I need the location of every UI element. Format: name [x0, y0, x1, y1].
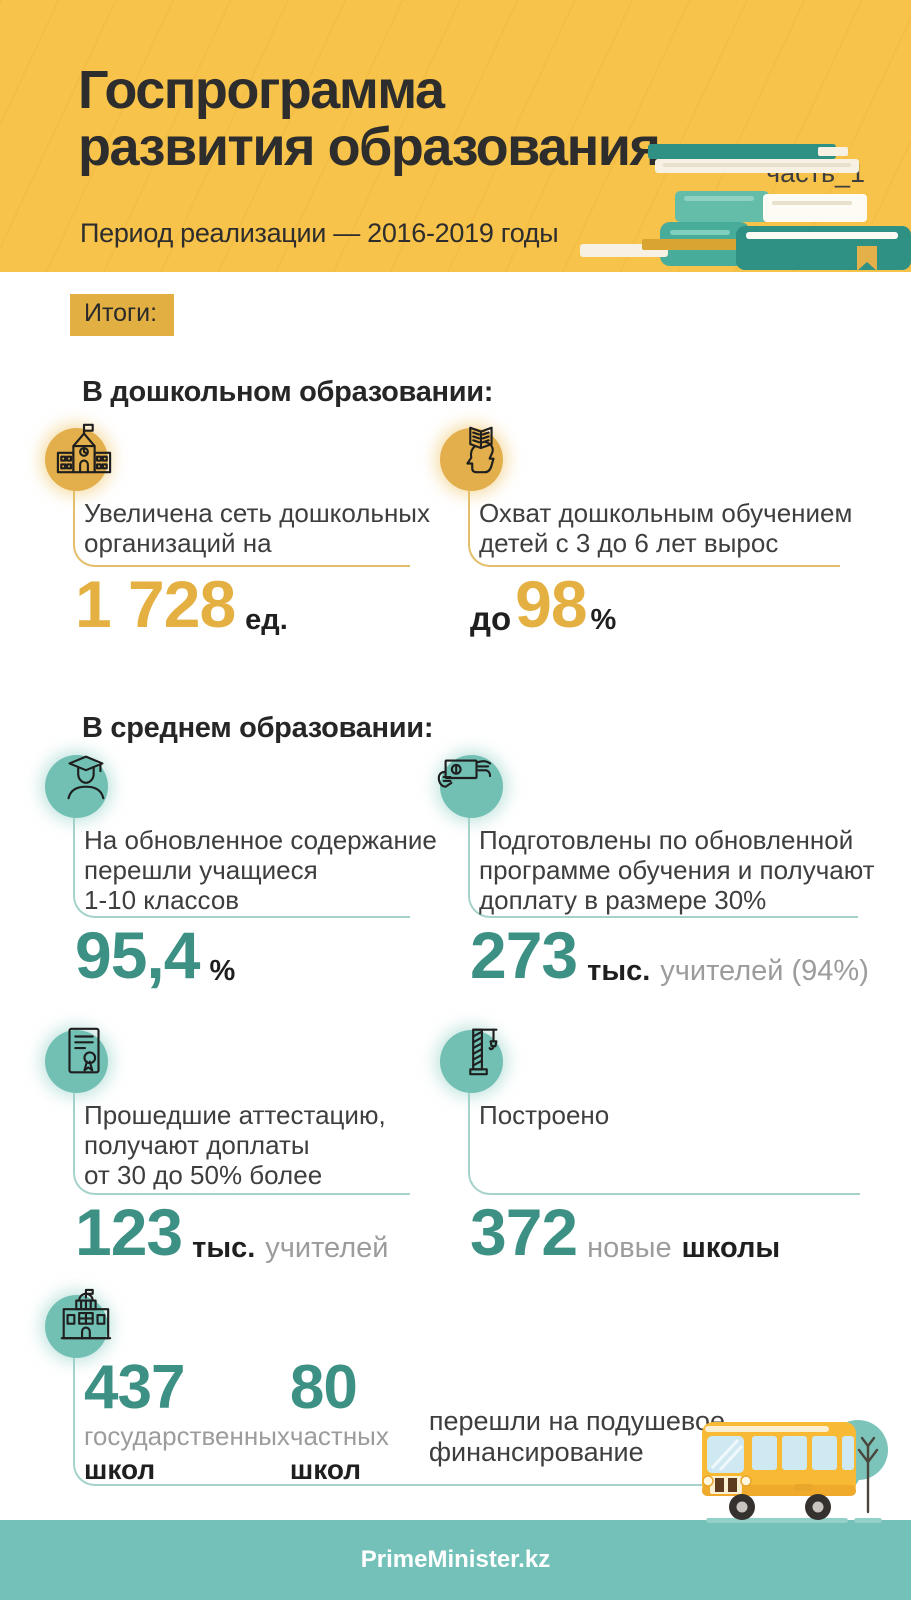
stat-unit: школы: [681, 1231, 781, 1264]
page-title: Госпрограмма развития образования: [78, 60, 661, 178]
stat-description: На обновленное содержание перешли учащие…: [84, 825, 437, 915]
school-building-icon: [56, 423, 112, 474]
money-hand-icon: [437, 759, 492, 788]
stat-number: 437: [84, 1353, 185, 1422]
stat-value: 1 728 ед.: [75, 571, 410, 637]
stat-unit: %: [209, 954, 236, 987]
icon-circle: [440, 755, 503, 818]
stat-preschool-coverage: Охват дошкольным обучением детей с 3 до …: [440, 426, 853, 637]
footer-band: PrimeMinister.kz: [0, 1520, 911, 1600]
stat-number: 80: [289, 1353, 358, 1422]
stat-preschool-network: Увеличена сеть дошкольных организаций на…: [45, 423, 430, 637]
stat-updated-content: На обновленное содержание перешли учащие…: [45, 755, 437, 988]
results-badge: Итоги:: [70, 294, 175, 336]
stat-description: Прошедшие аттестацию, получают доплаты о…: [84, 1100, 386, 1190]
stat-text-frame: Построено: [468, 1093, 860, 1195]
financing-note: перешли на подушевое финансирование: [428, 1406, 725, 1468]
stat-description: Построено: [479, 1100, 610, 1130]
certificate-icon: [68, 1027, 100, 1074]
stat-unit-detail: учителей (94%): [660, 954, 869, 987]
stat-label-bold: школ: [289, 1453, 362, 1485]
graduate-icon: [67, 755, 105, 800]
stat-label-bold: школ: [84, 1453, 156, 1485]
stat-text-frame: Прошедшие аттестацию, получают доплаты о…: [73, 1093, 410, 1195]
stat-label: государственных: [84, 1420, 290, 1451]
stat-value: 95,4 %: [75, 922, 410, 988]
icon-badge: [440, 426, 503, 491]
header-banner: Госпрограмма развития образования часть_…: [0, 0, 911, 272]
stat-text-frame: Подготовлены по обновленной программе об…: [468, 818, 875, 918]
stat-description: Увеличена сеть дошкольных организаций на: [84, 498, 430, 558]
stat-description: Подготовлены по обновленной программе об…: [479, 825, 875, 915]
financing-frame: 437 государственных школ 80 частных школ…: [73, 1353, 725, 1487]
crane-icon: [469, 1028, 498, 1076]
stat-trained-teachers: Подготовлены по обновленной программе об…: [437, 755, 875, 988]
section-heading-secondary: В среднем образовании:: [82, 712, 434, 744]
page-title-line2: развития образования: [78, 117, 661, 178]
books-stack-illustration: [580, 144, 911, 271]
stat-unit-detail: учителей: [265, 1231, 389, 1264]
icon-badge: [45, 1027, 108, 1093]
stat-value: 372 новые школы: [470, 1199, 860, 1265]
stat-number: 123: [75, 1195, 183, 1269]
stat-description: Охват дошкольным обучением детей с 3 до …: [479, 498, 853, 558]
stat-text-frame: Увеличена сеть дошкольных организаций на: [73, 491, 430, 567]
stat-unit: тыс.: [192, 1231, 256, 1264]
sapling-icon: [857, 1436, 879, 1514]
stat-number: 273: [470, 918, 578, 992]
stat-text-frame: На обновленное содержание перешли учащие…: [73, 818, 437, 918]
stat-value: до 98 %: [470, 571, 840, 637]
section-heading-preschool: В дошкольном образовании:: [82, 376, 494, 408]
stat-financing: 437 государственных школ 80 частных школ…: [45, 1288, 725, 1487]
stat-unit: тыс.: [587, 954, 651, 987]
subtitle-period: Период реализации — 2016-2019 годы: [80, 218, 559, 248]
stat-unit-detail: новые: [587, 1231, 672, 1264]
stat-unit: ед.: [245, 603, 288, 636]
stat-prefix: до: [470, 600, 512, 638]
stat-label: частных: [289, 1420, 389, 1451]
head-book-icon: [466, 426, 495, 474]
school-bus-illustration: [702, 1420, 888, 1523]
site-credit: PrimeMinister.kz: [360, 1546, 551, 1573]
stat-unit: %: [590, 603, 617, 636]
stat-text-frame: Охват дошкольным обучением детей с 3 до …: [468, 491, 853, 567]
stat-built-schools: Построено 372 новые школы: [440, 1028, 860, 1265]
stat-value: 273 тыс. учителей (94%): [470, 922, 869, 988]
stat-number: 98: [515, 567, 587, 641]
icon-badge: [45, 423, 112, 491]
icon-badge: [440, 1028, 503, 1093]
icon-badge: [45, 1288, 112, 1358]
government-building-icon: [60, 1288, 112, 1340]
stat-value: 123 тыс. учителей: [75, 1199, 410, 1265]
icon-badge: [45, 755, 108, 818]
stat-number: 95,4: [75, 918, 200, 992]
financing-private-schools: 80 частных школ: [289, 1353, 429, 1485]
page-title-line1: Госпрограмма: [78, 60, 445, 120]
icon-badge: [437, 755, 503, 818]
stat-number: 1 728: [75, 567, 236, 641]
stat-attested-teachers: Прошедшие аттестацию, получают доплаты о…: [45, 1027, 410, 1265]
stat-number: 372: [470, 1195, 578, 1269]
financing-state-schools: 437 государственных школ: [84, 1353, 290, 1485]
bus-body: [702, 1422, 856, 1520]
